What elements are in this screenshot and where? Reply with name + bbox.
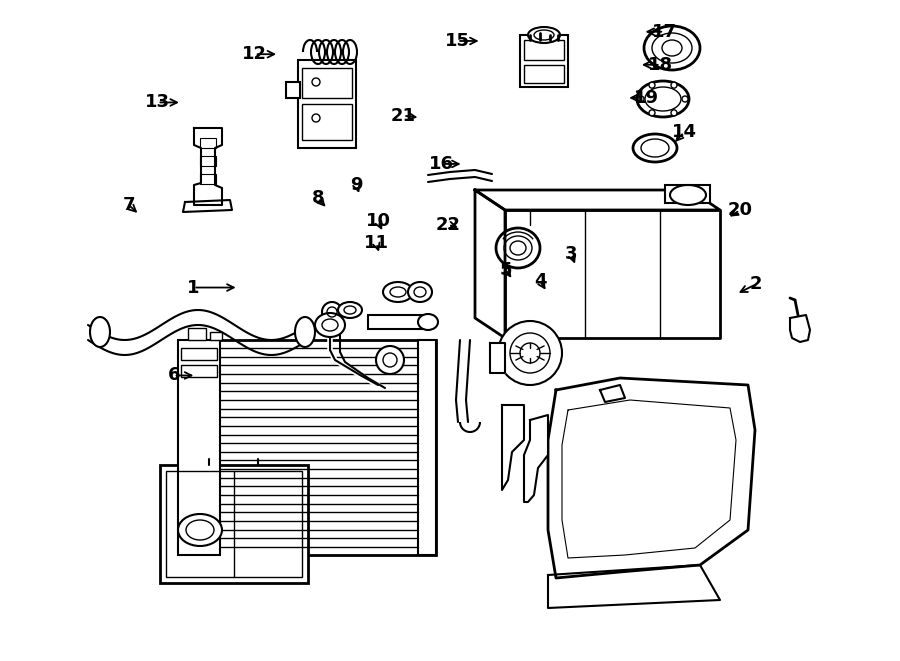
Text: 14: 14	[671, 123, 697, 141]
Ellipse shape	[383, 282, 413, 302]
Bar	[302, 68, 352, 98]
Bar	[210, 332, 222, 340]
Polygon shape	[600, 385, 625, 402]
Bar	[200, 174, 216, 184]
Text: 19: 19	[634, 89, 659, 107]
Bar	[302, 104, 352, 140]
Ellipse shape	[295, 317, 315, 347]
Polygon shape	[524, 415, 548, 502]
Bar	[418, 340, 436, 555]
Ellipse shape	[496, 228, 540, 268]
Bar	[524, 40, 564, 60]
Polygon shape	[548, 378, 755, 578]
Ellipse shape	[498, 321, 562, 385]
Ellipse shape	[649, 110, 655, 116]
Bar	[181, 348, 217, 360]
Bar	[160, 465, 308, 583]
Bar	[524, 65, 564, 83]
Bar	[286, 82, 300, 98]
Polygon shape	[548, 565, 720, 608]
Ellipse shape	[322, 302, 342, 322]
Text: 8: 8	[311, 189, 324, 208]
Polygon shape	[490, 343, 505, 373]
Text: 10: 10	[365, 212, 391, 231]
Ellipse shape	[338, 302, 362, 318]
Bar	[200, 138, 216, 148]
Ellipse shape	[528, 27, 560, 43]
Text: 13: 13	[145, 93, 170, 112]
Text: 4: 4	[534, 272, 546, 290]
Text: 21: 21	[391, 106, 416, 125]
Ellipse shape	[638, 96, 644, 102]
Ellipse shape	[178, 514, 222, 546]
Ellipse shape	[315, 313, 345, 337]
Text: 22: 22	[436, 215, 461, 234]
Bar	[368, 315, 428, 329]
Polygon shape	[505, 210, 720, 338]
Ellipse shape	[670, 185, 706, 205]
Bar	[178, 340, 436, 555]
Ellipse shape	[408, 282, 432, 302]
Bar	[665, 185, 710, 203]
Text: 20: 20	[727, 201, 752, 219]
Ellipse shape	[633, 134, 677, 162]
Text: 17: 17	[652, 22, 677, 41]
Polygon shape	[502, 405, 524, 490]
Text: 1: 1	[187, 278, 200, 297]
Ellipse shape	[90, 317, 110, 347]
Ellipse shape	[682, 96, 688, 102]
Bar	[166, 471, 302, 577]
Ellipse shape	[418, 314, 438, 330]
Text: 12: 12	[242, 45, 267, 63]
Bar	[188, 328, 206, 340]
Ellipse shape	[376, 346, 404, 374]
Bar	[178, 340, 220, 555]
Text: 15: 15	[445, 32, 470, 50]
Text: 5: 5	[500, 260, 512, 279]
Polygon shape	[475, 190, 505, 338]
Text: 7: 7	[122, 196, 135, 214]
Polygon shape	[183, 200, 232, 212]
Bar	[181, 365, 217, 377]
Ellipse shape	[671, 110, 677, 116]
Text: 6: 6	[167, 366, 180, 385]
Text: 3: 3	[565, 245, 578, 264]
Bar	[298, 60, 356, 148]
Text: 2: 2	[750, 275, 762, 293]
Text: 11: 11	[364, 234, 389, 253]
Polygon shape	[475, 190, 720, 210]
Bar	[520, 35, 568, 87]
Ellipse shape	[649, 82, 655, 88]
Text: 16: 16	[429, 155, 454, 173]
Polygon shape	[194, 128, 222, 205]
Ellipse shape	[644, 26, 700, 70]
Text: 18: 18	[648, 56, 673, 74]
Polygon shape	[790, 315, 810, 342]
Text: 9: 9	[350, 176, 363, 194]
Ellipse shape	[671, 82, 677, 88]
Ellipse shape	[637, 81, 689, 117]
Bar	[200, 156, 216, 166]
